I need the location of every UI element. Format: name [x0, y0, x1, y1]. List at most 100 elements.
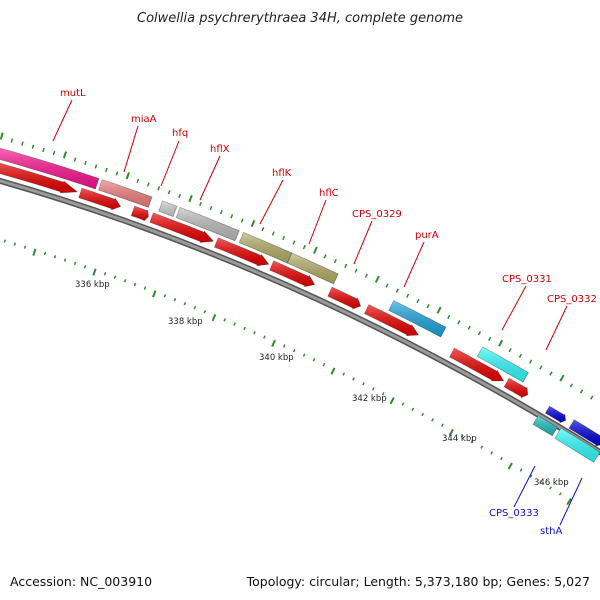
cds-6[interactable]: [269, 260, 316, 288]
scale-tick: [549, 486, 552, 490]
scale-tick: [253, 331, 256, 335]
cds-8[interactable]: [449, 347, 505, 382]
feature-blue-1[interactable]: [544, 405, 567, 424]
scale-tick: [590, 395, 594, 400]
leader-line: [559, 477, 583, 526]
scale-tick: [558, 492, 562, 496]
scale-tick: [125, 172, 130, 180]
scale-tick: [167, 189, 171, 195]
gene-label-cps-0331[interactable]: CPS_0331: [502, 274, 552, 285]
cds-7[interactable]: [363, 304, 420, 337]
scale-tick: [518, 353, 523, 358]
gene-label-stha[interactable]: sthA: [540, 526, 562, 537]
scale-tick: [411, 407, 415, 411]
leader-line: [199, 155, 221, 201]
cds-2[interactable]: [78, 187, 122, 211]
scale-tick: [457, 320, 461, 325]
scale-tick: [21, 141, 24, 146]
cds-0332[interactable]: [503, 377, 529, 399]
gene-label-cps-0329[interactable]: CPS_0329: [352, 209, 402, 220]
cds-4[interactable]: [149, 212, 215, 243]
scale-tick: [73, 261, 77, 266]
scale-tick: [223, 318, 226, 322]
scale-tick: [312, 358, 316, 362]
scale-tick: [178, 193, 182, 199]
scale-label-342: 342 kbp: [352, 394, 387, 404]
gene-label-cps-0332[interactable]: CPS_0332: [547, 294, 597, 305]
feature-hflx[interactable]: [175, 206, 240, 242]
scale-tick: [498, 339, 504, 347]
gene-label-pura[interactable]: purA: [415, 230, 439, 241]
feature-pura[interactable]: [388, 300, 447, 338]
scale-tick: [389, 397, 395, 405]
scale-tick: [23, 245, 27, 249]
scale-tick: [152, 290, 157, 298]
scale-tick: [113, 275, 117, 279]
scale-tick: [529, 474, 533, 478]
gene-label-miaa[interactable]: miaA: [131, 114, 157, 125]
feature-hflc[interactable]: [286, 252, 339, 285]
gene-label-hflk[interactable]: hflK: [272, 168, 292, 179]
leader-line: [501, 285, 527, 331]
genome-backbone: [0, 177, 600, 455]
scale-tick: [559, 374, 565, 382]
cds-5[interactable]: [213, 237, 270, 267]
scale-tick: [282, 344, 286, 348]
scale-tick: [322, 362, 326, 367]
feature-miaa[interactable]: [98, 179, 153, 208]
leader-line: [123, 125, 139, 173]
scale-tick: [52, 150, 56, 156]
scale-tick: [73, 157, 77, 162]
scale-tick: [467, 325, 471, 330]
scale-tick: [146, 182, 150, 187]
scale-tick: [53, 255, 57, 259]
gene-label-hflc[interactable]: hflC: [319, 188, 339, 199]
scale-label-340: 340 kbp: [259, 353, 294, 363]
scale-tick: [302, 353, 306, 357]
scale-tick: [470, 439, 474, 444]
scale-tick: [362, 382, 365, 386]
scale-tick: [263, 335, 266, 339]
scale-tick: [448, 428, 454, 436]
scale-tick: [490, 451, 494, 455]
scale-tick: [352, 377, 355, 381]
scale-tick: [0, 132, 4, 140]
leader-line: [545, 305, 568, 351]
leader-line: [160, 140, 180, 187]
feature-stha[interactable]: [554, 427, 600, 463]
scale-tick: [441, 423, 444, 427]
scale-tick: [230, 214, 234, 219]
scale-tick: [292, 348, 296, 353]
scale-tick: [333, 258, 337, 264]
scale-tick: [43, 251, 47, 256]
scale-tick: [103, 272, 107, 276]
feature-cps-0331[interactable]: [476, 346, 529, 383]
scale-tick: [203, 310, 207, 314]
cds-3[interactable]: [130, 205, 149, 222]
cds-0329[interactable]: [327, 286, 362, 310]
scale-tick: [401, 402, 405, 406]
scale-tick: [436, 306, 442, 314]
cds-1[interactable]: [0, 162, 79, 194]
scale-tick: [374, 275, 380, 283]
leader-line: [52, 99, 73, 142]
feature-blue-2[interactable]: [568, 419, 600, 447]
scale-tick: [477, 331, 482, 336]
scale-tick: [183, 302, 187, 306]
scale-tick: [271, 339, 276, 348]
scale-tick: [42, 147, 45, 153]
feature-hfq[interactable]: [158, 200, 178, 218]
scale-tick: [173, 298, 177, 302]
scale-tick: [233, 322, 236, 326]
gene-label-cps-0333[interactable]: CPS_0333: [489, 508, 539, 519]
scale-tick: [282, 235, 286, 241]
gene-label-hflx[interactable]: hflX: [210, 144, 230, 155]
scale-tick: [250, 219, 256, 228]
feature-mutl[interactable]: [0, 147, 100, 190]
scale-tick: [539, 365, 543, 370]
scale-tick: [92, 268, 97, 276]
scale-tick: [188, 194, 193, 203]
gene-label-hfq[interactable]: hfq: [172, 128, 188, 139]
feature-cps-0333[interactable]: [532, 415, 558, 437]
gene-label-mutl[interactable]: mutL: [60, 88, 86, 99]
